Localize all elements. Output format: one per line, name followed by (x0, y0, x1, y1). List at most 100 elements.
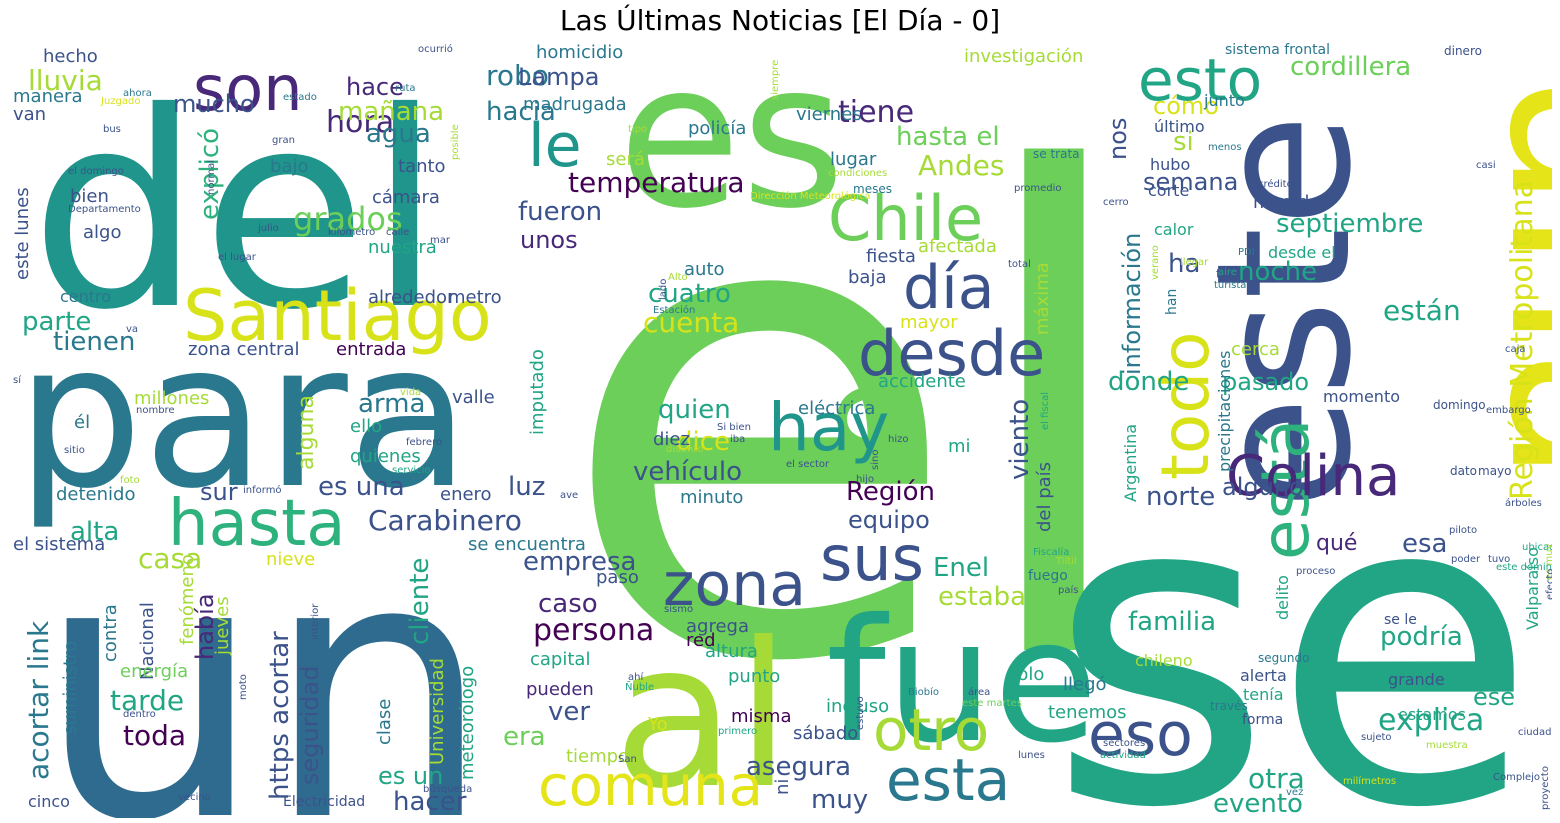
word: vez (1286, 787, 1303, 798)
word: un (36, 481, 492, 818)
word: cerro (1103, 197, 1129, 208)
word: diez (653, 429, 690, 450)
word: cinco (28, 792, 70, 811)
word: jueves (212, 596, 233, 656)
word: llegar (1180, 257, 1209, 268)
word: otra (1248, 762, 1305, 795)
word: ahora (123, 88, 152, 99)
word: informó (243, 484, 282, 496)
word: Fiscalía (1033, 546, 1069, 558)
word: dato (1450, 464, 1477, 478)
word: hasta el (896, 122, 1000, 152)
word: Santiago (183, 275, 492, 357)
word: baja (848, 267, 887, 288)
word: eléctrica (798, 398, 875, 419)
word: asegura (746, 752, 851, 782)
word: centro (60, 287, 111, 306)
word: algo (83, 222, 121, 243)
word: https acortar (265, 631, 295, 800)
word: iba (730, 434, 745, 445)
word: mayor (900, 312, 958, 333)
word: Lampa (518, 63, 599, 91)
word: tan (1216, 267, 1236, 281)
word: kilómetro (328, 226, 375, 238)
word: Andes (918, 149, 1005, 182)
word: si (1173, 127, 1194, 157)
word: poder (1451, 554, 1481, 565)
word: cámara (372, 187, 440, 208)
word: Electricidad (283, 794, 365, 810)
word: ahí (628, 671, 644, 683)
word: manera (13, 86, 82, 107)
word: hace (346, 73, 404, 101)
word: familia (1128, 607, 1216, 637)
word: total (1008, 259, 1031, 270)
word: suministro (60, 641, 81, 735)
word: era (503, 722, 546, 752)
word: crédito (1258, 178, 1293, 190)
word: turista (1214, 280, 1246, 291)
word: condiciones (828, 168, 887, 179)
word: fiesta (866, 246, 916, 267)
word: evento (1213, 789, 1303, 818)
word: vehículo (633, 457, 742, 487)
word: área (968, 686, 990, 698)
word: red (686, 630, 716, 651)
word: del país (1034, 462, 1055, 532)
word: minuto (680, 487, 743, 508)
word: San (618, 754, 637, 765)
word: sábado (793, 723, 858, 744)
word: podría (1380, 622, 1463, 652)
word: primero (718, 726, 757, 737)
word: siempre (770, 60, 781, 100)
word: se trata (1033, 147, 1080, 161)
word: arma (358, 389, 425, 419)
word: hora (326, 105, 394, 140)
word: explicó (195, 128, 225, 220)
word: Garantía (1426, 775, 1469, 787)
word: cordillera (1290, 52, 1411, 82)
word: va (126, 324, 138, 335)
word: es (618, 40, 845, 253)
word: Ñuble (625, 680, 654, 693)
word: PDI (1238, 247, 1255, 258)
word: ubicado (1522, 542, 1552, 553)
word: cómo (1153, 92, 1219, 120)
word: lo (789, 379, 941, 495)
word: fuego (1028, 568, 1068, 584)
word: son (193, 52, 303, 125)
word: paso (596, 567, 639, 588)
word: lugar (830, 149, 877, 170)
word: interior (310, 603, 321, 640)
word: mucho (173, 90, 255, 118)
word: esta (886, 746, 1010, 814)
word: este lunes (12, 187, 33, 280)
word: todo (1147, 331, 1224, 480)
word: sitio (64, 445, 85, 456)
word: fenómeno (177, 554, 198, 645)
word: auto (684, 259, 725, 280)
word: este domingo (1496, 562, 1552, 573)
word-cloud: el un se del para una es este fue al lo … (8, 40, 1552, 818)
word: noche (1238, 257, 1317, 287)
word: efecto (1545, 569, 1552, 600)
word: enero (440, 484, 492, 505)
word: contra (100, 604, 121, 662)
word: nos (1104, 118, 1132, 160)
word: Chile (828, 182, 983, 255)
word: información (1118, 233, 1146, 375)
word: energía (120, 661, 188, 682)
word: hubo (1150, 155, 1190, 174)
word: este martes (962, 698, 1022, 709)
word: muestra (1426, 740, 1468, 751)
word: tiene (838, 95, 914, 130)
word: Juzgado (100, 96, 140, 107)
word: lluvia (28, 64, 103, 97)
word: Complejo (1493, 772, 1540, 783)
word: será (606, 149, 645, 170)
word: el (556, 40, 1145, 806)
word: ni (772, 779, 793, 795)
word: ver (548, 697, 590, 727)
word: país (1058, 584, 1078, 596)
word: estuvo (855, 696, 866, 730)
